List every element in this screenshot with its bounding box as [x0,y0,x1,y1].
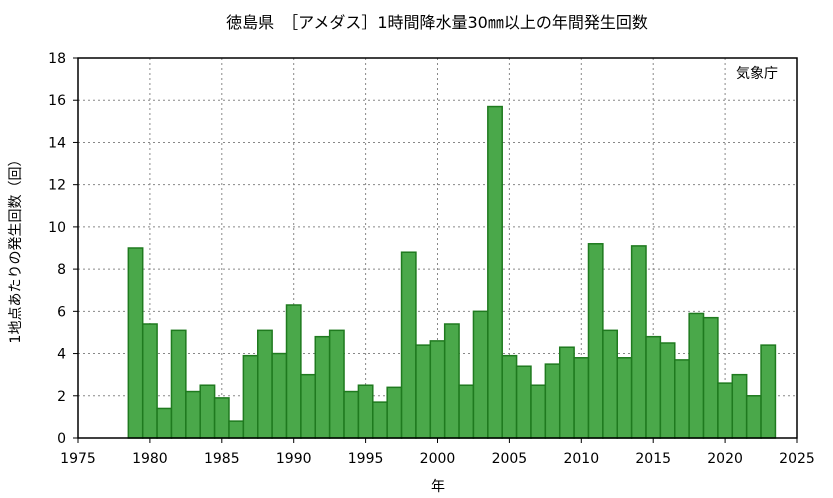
bar-2018 [688,312,705,439]
bar-2023 [760,344,777,439]
axis-ticks: 1975 1980 1985 1990 1995 2000 2005 2010 2015 2020… [48,51,815,467]
bar-2004 [487,105,503,439]
bars [127,105,777,439]
bar-1979 [127,247,144,439]
bar-1990 [285,304,302,439]
bar-1980 [141,323,158,439]
x-tick-label: 2005 [492,451,528,467]
bar-2006 [515,365,532,439]
y-tick-label: 14 [48,135,66,151]
bar-1997 [386,386,403,439]
y-tick-label: 2 [57,389,66,405]
bar-2020 [717,382,734,439]
x-tick-label: 1985 [204,451,240,467]
y-tick-label: 8 [57,262,66,278]
x-tick-label: 1975 [60,451,96,467]
y-tick-label: 10 [48,220,66,236]
bar-2001 [443,323,460,439]
x-tick-label: 2020 [707,451,743,467]
y-tick-label: 0 [57,431,66,447]
bar-2012 [602,329,618,439]
bar-2008 [544,363,561,439]
bar-1988 [257,329,273,439]
y-tick-label: 4 [57,347,66,363]
bar-2013 [616,357,633,439]
y-tick-label: 12 [48,178,66,194]
bar-2003 [472,310,489,439]
source-credit: 気象庁 [736,66,778,82]
x-axis-label: 年 [431,479,445,495]
bar-2010 [573,357,590,439]
bar-1996 [372,401,388,439]
bar-1984 [199,384,216,439]
bar-2000 [429,340,446,439]
bar-1993 [328,329,345,439]
bar-1981 [156,407,173,439]
bar-1991 [300,373,317,439]
y-tick-label: 6 [57,304,66,320]
chart-title: 徳島県 ［アメダス］1時間降水量30㎜以上の年間発生回数 [226,13,648,32]
y-axis-label: 1地点あたりの発生回数（回） [8,153,24,344]
y-tick-label: 18 [48,51,66,67]
bar-2016 [659,342,676,439]
bar-2021 [731,373,748,439]
bar-1995 [357,384,374,439]
bar-1989 [271,352,288,439]
bar-1994 [343,390,360,439]
x-tick-label: 1995 [348,451,384,467]
bar-1983 [185,390,201,439]
bar-2019 [702,316,719,439]
x-tick-label: 2000 [420,451,456,467]
bar-2011 [587,243,604,439]
bar-1986 [228,420,245,439]
y-tick-label: 16 [48,93,66,109]
bar-1987 [242,354,259,439]
bar-1982 [170,329,187,439]
x-tick-label: 2015 [635,451,671,467]
bar-2014 [630,245,647,439]
bar-2002 [458,384,475,439]
x-tick-label: 1990 [276,451,312,467]
x-tick-label: 2025 [779,451,815,467]
bar-2007 [530,384,547,439]
bar-2015 [645,335,662,439]
bar-2017 [674,359,690,439]
x-tick-label: 1980 [132,451,168,467]
bar-1985 [213,397,230,439]
bar-2005 [501,354,518,439]
bar-2022 [745,395,762,439]
bar-1998 [400,251,417,439]
x-tick-label: 2010 [563,451,599,467]
bar-2009 [558,346,575,439]
bar-1999 [415,344,432,439]
bar-1992 [314,335,331,439]
